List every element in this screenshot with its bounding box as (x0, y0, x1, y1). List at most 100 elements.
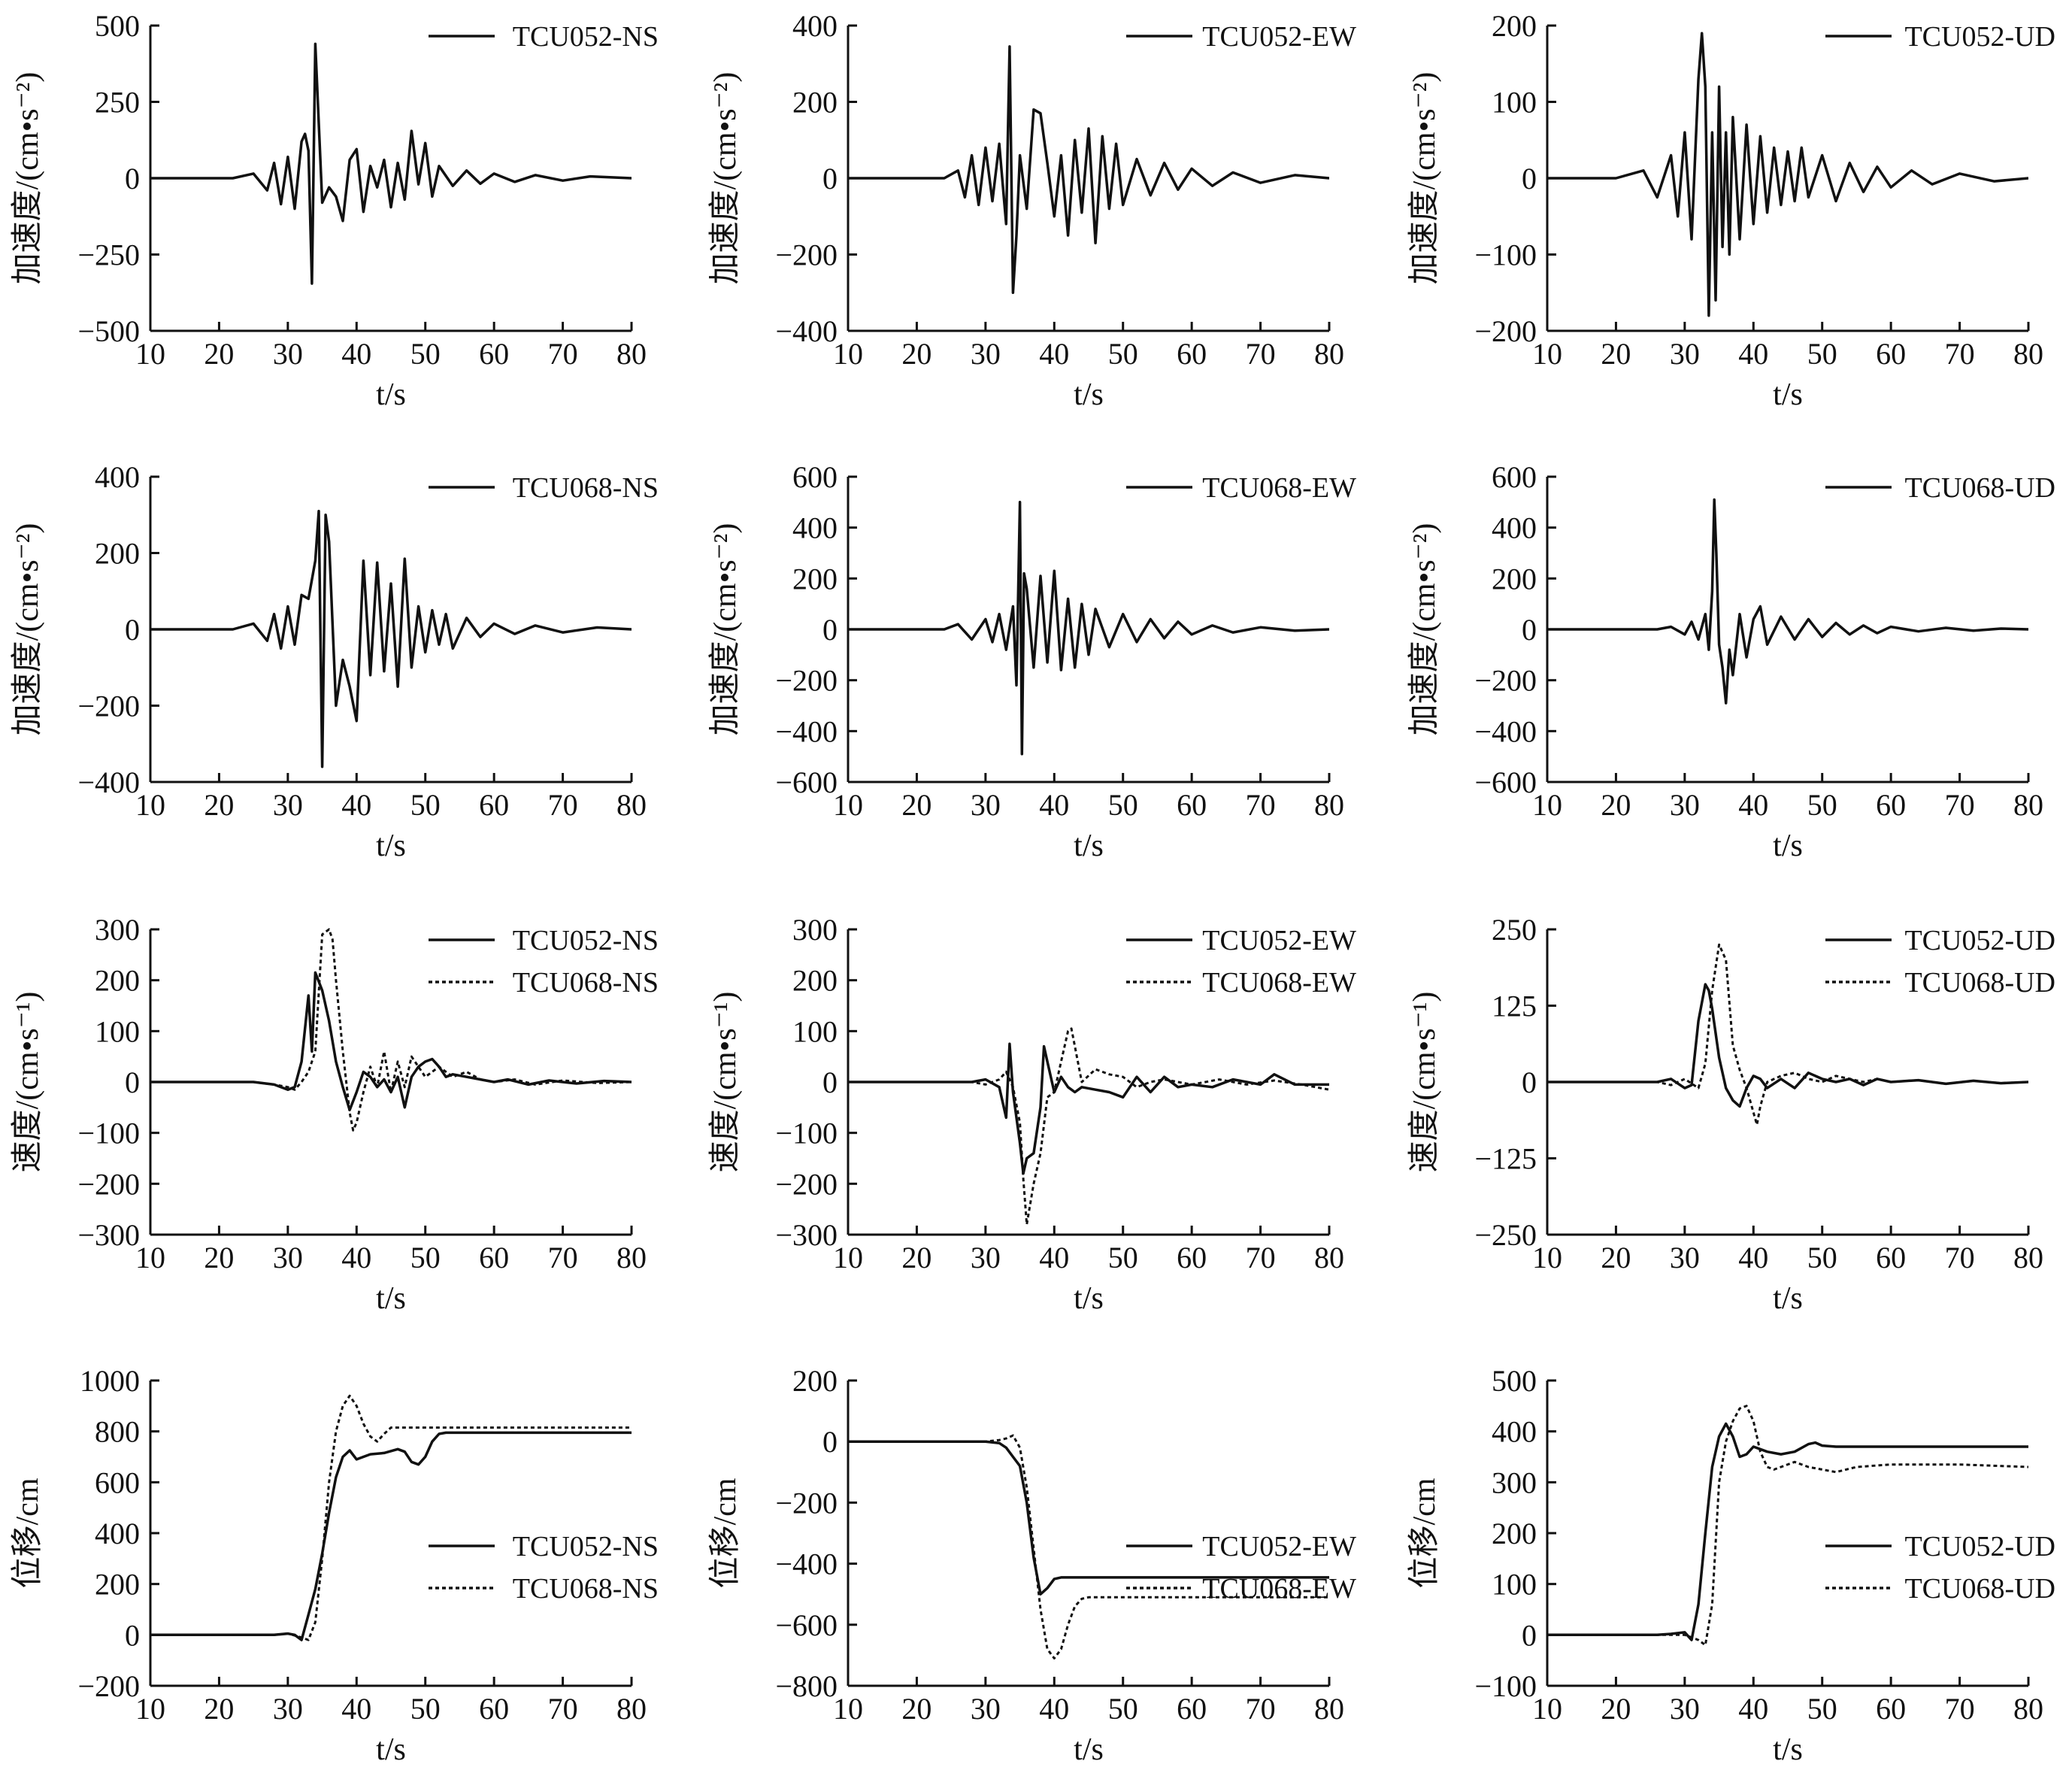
y-tick-label: 200 (95, 1568, 140, 1602)
x-tick-label: 10 (1532, 1692, 1562, 1726)
x-tick-label: 40 (1738, 1241, 1768, 1274)
legend-label: TCU068-NS (513, 472, 659, 504)
y-tick-label: 0 (1522, 1618, 1537, 1652)
chart-EW-velocity: 10 20 30 40 50 60 70 80 −300 −200 −100 0 100 200 300 t/… (708, 913, 1356, 1316)
x-tick-label: 50 (1807, 788, 1837, 822)
y-tick-label: 0 (822, 613, 838, 647)
y-tick-label: 125 (1492, 990, 1537, 1023)
x-axis-label: t/s (376, 377, 406, 412)
y-tick-label: 600 (95, 1465, 140, 1499)
x-tick-label: 40 (341, 788, 371, 822)
y-tick-label: 400 (792, 9, 838, 43)
x-tick-label: 40 (1039, 337, 1069, 371)
y-axis-label: 加速度/(cm•s⁻²) (708, 72, 743, 285)
y-axis-label: 速度/(cm•s⁻¹) (11, 992, 45, 1173)
x-tick-label: 80 (616, 788, 647, 822)
x-tick-label: 80 (1314, 1692, 1344, 1726)
x-tick-label: 80 (616, 1692, 647, 1726)
x-tick-label: 40 (1738, 788, 1768, 822)
y-axis-label: 加速度/(cm•s⁻²) (708, 523, 743, 736)
x-axis-label: t/s (1074, 1732, 1104, 1767)
x-tick-label: 50 (410, 1692, 441, 1726)
x-tick-label: 70 (1945, 1241, 1975, 1274)
x-tick-label: 80 (616, 337, 647, 371)
y-tick-label: 400 (1492, 1415, 1537, 1449)
chart-TCU052-EW-acceleration: 10 20 30 40 50 60 70 80 −400 −200 0 200 400 t/s 加速度/(c… (708, 9, 1356, 412)
x-tick-label: 70 (1945, 788, 1975, 822)
x-axis-label: t/s (1074, 829, 1104, 863)
legend-label: TCU068-EW (1202, 472, 1356, 504)
legend-label: TCU052-EW (1202, 1531, 1356, 1562)
y-tick-label: 0 (1522, 613, 1537, 647)
x-axis-label: t/s (1773, 1281, 1803, 1316)
x-tick-label: 20 (1601, 788, 1631, 822)
x-tick-label: 70 (1945, 1692, 1975, 1726)
y-tick-label: 0 (822, 1425, 838, 1459)
x-axis-label: t/s (376, 1732, 406, 1767)
x-tick-label: 30 (273, 1692, 303, 1726)
x-tick-label: 80 (2013, 1692, 2043, 1726)
y-tick-label: −200 (775, 1486, 838, 1520)
chart-UD-displacement: 10 20 30 40 50 60 70 80 −100 0 100 200 300 400 500 t/s 位… (1407, 1364, 2055, 1767)
y-axis-label: 加速度/(cm•s⁻²) (11, 72, 45, 285)
y-tick-label: 0 (822, 162, 838, 195)
x-axis-label: t/s (376, 829, 406, 863)
x-tick-label: 10 (833, 788, 863, 822)
x-tick-label: 60 (1876, 1692, 1906, 1726)
x-tick-label: 50 (1108, 788, 1138, 822)
y-tick-label: 250 (95, 86, 140, 120)
series-line-TCU052-NS (150, 971, 632, 1111)
x-tick-label: 20 (204, 337, 234, 371)
y-tick-label: −400 (1474, 714, 1537, 748)
y-tick-label: −125 (1474, 1142, 1537, 1176)
y-axis-label: 位移/cm (707, 1478, 743, 1588)
x-tick-label: 20 (1601, 337, 1631, 371)
y-tick-label: −800 (775, 1669, 838, 1703)
series-line-TCU068-UD (1547, 1405, 2028, 1647)
y-tick-label: 0 (1522, 162, 1537, 195)
y-tick-label: 200 (95, 537, 140, 571)
y-tick-label: 200 (95, 964, 140, 998)
x-tick-label: 60 (1177, 788, 1207, 822)
x-tick-label: 30 (971, 1241, 1001, 1274)
x-tick-label: 30 (971, 337, 1001, 371)
y-tick-label: 600 (792, 460, 838, 494)
y-tick-label: 100 (1492, 1568, 1537, 1602)
x-tick-label: 60 (479, 788, 509, 822)
y-tick-label: 0 (822, 1065, 838, 1099)
series-line-TCU052-EW (848, 1440, 1329, 1596)
y-axis-label: 加速度/(cm•s⁻²) (11, 523, 45, 736)
legend-label: TCU052-NS (513, 1531, 659, 1562)
y-tick-label: 200 (1492, 562, 1537, 596)
y-tick-label: 800 (95, 1415, 140, 1449)
legend-label: TCU068-UD (1904, 472, 2055, 504)
chart-UD-velocity: 10 20 30 40 50 60 70 80 −250 −125 0 125 250 t/s 速度/(cm… (1407, 913, 2055, 1316)
x-tick-label: 60 (1177, 1241, 1207, 1274)
x-tick-label: 70 (1246, 1241, 1276, 1274)
chart-TCU052-UD-acceleration: 10 20 30 40 50 60 70 80 −200 −100 0 100 200 t/s 加速度/(c… (1407, 9, 2055, 412)
x-tick-label: 80 (1314, 788, 1344, 822)
series-line-TCU068-EW (848, 1027, 1329, 1226)
x-tick-label: 40 (341, 1241, 371, 1274)
chart-NS-displacement: 10 20 30 40 50 60 70 80 −200 0 200 400 600 800 1000 t/s… (10, 1364, 659, 1767)
y-tick-label: 200 (1492, 1517, 1537, 1550)
y-tick-label: −200 (775, 238, 838, 272)
series-line-TCU052-NS (150, 42, 632, 285)
series-line-TCU068-UD (1547, 498, 2028, 705)
x-tick-label: 30 (273, 1241, 303, 1274)
y-tick-label: −400 (775, 714, 838, 748)
y-tick-label: −200 (77, 1167, 140, 1201)
y-tick-label: −100 (1474, 238, 1537, 272)
y-axis-label: 加速度/(cm•s⁻²) (1407, 72, 1442, 285)
y-tick-label: −200 (1474, 314, 1537, 348)
x-tick-label: 30 (1670, 788, 1700, 822)
y-tick-label: −100 (77, 1117, 140, 1150)
x-tick-label: 40 (341, 337, 371, 371)
y-tick-label: 300 (95, 913, 140, 947)
y-axis-label: 位移/cm (1407, 1478, 1442, 1588)
x-tick-label: 60 (479, 1241, 509, 1274)
y-tick-label: 200 (792, 1364, 838, 1398)
series-line-TCU068-NS (150, 928, 632, 1132)
y-tick-label: 100 (95, 1014, 140, 1048)
x-tick-label: 60 (1177, 337, 1207, 371)
